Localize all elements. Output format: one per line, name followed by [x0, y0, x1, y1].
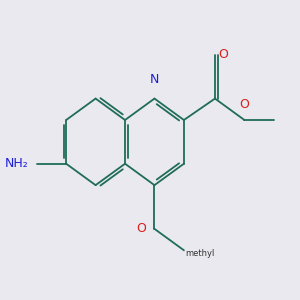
Text: methyl: methyl	[185, 249, 215, 258]
Text: O: O	[239, 98, 249, 112]
Text: N: N	[150, 73, 159, 86]
Text: O: O	[218, 48, 228, 62]
Text: O: O	[136, 222, 146, 236]
Text: NH₂: NH₂	[5, 157, 28, 170]
